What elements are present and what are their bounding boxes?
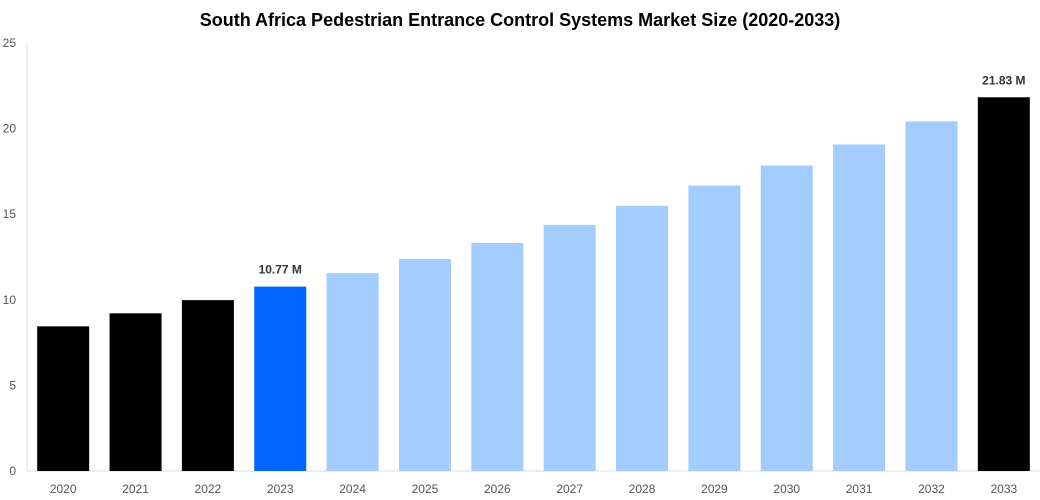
- x-tick-label: 2033: [990, 482, 1017, 496]
- data-label: 21.83 M: [982, 73, 1025, 87]
- bar-2020: [37, 326, 90, 471]
- x-tick-label: 2024: [339, 482, 366, 496]
- y-tick-label: 25: [3, 36, 17, 50]
- x-tick-label: 2023: [267, 482, 294, 496]
- bar-2025: [398, 259, 451, 471]
- x-tick-label: 2021: [122, 482, 149, 496]
- x-tick-label: 2031: [846, 482, 873, 496]
- x-tick-label: 2025: [412, 482, 439, 496]
- bar-2024: [326, 273, 379, 471]
- chart-title: South Africa Pedestrian Entrance Control…: [199, 10, 841, 30]
- bar-2021: [109, 313, 162, 471]
- y-tick-label: 15: [3, 207, 17, 221]
- x-tick-label: 2029: [701, 482, 728, 496]
- bar-2031: [833, 144, 886, 471]
- bar-2032: [905, 121, 958, 471]
- bar-2033: [977, 97, 1030, 472]
- bar-2023: [254, 286, 307, 471]
- y-tick-label: 0: [9, 464, 16, 478]
- x-tick-label: 2028: [629, 482, 656, 496]
- bar-2027: [543, 224, 596, 471]
- y-tick-label: 5: [9, 378, 16, 392]
- bar-2030: [760, 165, 813, 471]
- x-tick-label: 2030: [773, 482, 800, 496]
- y-tick-label: 20: [3, 122, 17, 136]
- x-tick-label: 2020: [50, 482, 77, 496]
- y-tick-label: 10: [3, 293, 17, 307]
- x-tick-label: 2027: [556, 482, 583, 496]
- x-tick-label: 2032: [918, 482, 945, 496]
- bar-2026: [471, 242, 524, 471]
- x-tick-label: 2026: [484, 482, 511, 496]
- bar-2022: [181, 300, 234, 471]
- x-tick-label: 2022: [195, 482, 222, 496]
- bar-2029: [688, 185, 741, 471]
- data-label: 10.77 M: [259, 263, 302, 277]
- bar-2028: [616, 205, 669, 471]
